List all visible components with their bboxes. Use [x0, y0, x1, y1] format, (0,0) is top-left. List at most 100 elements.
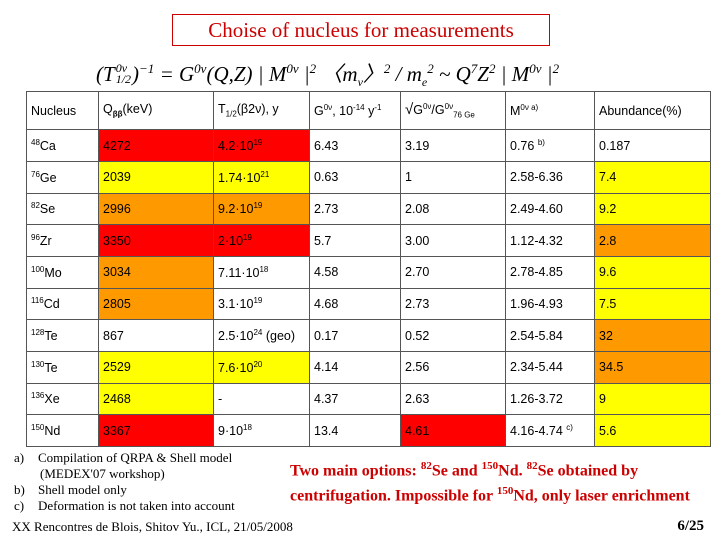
cell-q: 2039	[98, 160, 214, 194]
page-number: 6/25	[677, 518, 704, 534]
table-row: 116Cd 2805 3.1·1019 4.68 2.73 1.96-4.93 7.5	[26, 287, 711, 321]
cell-halflife: 4.2·1019	[213, 129, 310, 162]
footnotes: a) Compilation of QRPA & Shell model (MEDE…	[14, 450, 235, 514]
cell-nucleus: 100Mo	[26, 255, 99, 289]
cell-halflife: 9·1018	[213, 414, 310, 447]
table-row: 82Se 2996 9.2·1019 2.73 2.08 2.49-4.60 9.2	[26, 192, 711, 226]
cell-g: 2.73	[309, 192, 401, 226]
cell-m: 2.78-4.85	[505, 255, 595, 289]
cell-halflife: 7.6·1020	[213, 350, 310, 384]
table-row: 130Te 2529 7.6·1020 4.14 2.56 2.34-5.44 34.5	[26, 350, 711, 384]
cell-ratio: 4.61	[400, 414, 506, 447]
cell-abundance: 5.6	[594, 414, 711, 447]
cell-q: 2468	[98, 382, 214, 416]
cell-nucleus: 116Cd	[26, 287, 99, 321]
cell-abundance: 34.5	[594, 350, 711, 384]
nucleus-table: Nucleus Qββ(keV) T1/2(β2ν), y G0ν, 10-14…	[26, 90, 711, 447]
cell-m: 1.96-4.93	[505, 287, 595, 321]
table-row: 96Zr 3350 2·1019 5.7 3.00 1.12-4.32 2.8	[26, 224, 711, 257]
cell-ratio: 0.52	[400, 319, 506, 352]
footnote-label	[14, 466, 38, 482]
cell-ratio: 2.08	[400, 192, 506, 226]
footnote-text: Deformation is not taken into account	[38, 498, 235, 513]
slide-title: Choise of nucleus for measurements	[172, 14, 550, 46]
cell-ratio: 2.56	[400, 350, 506, 384]
cell-ratio: 2.63	[400, 382, 506, 416]
cell-m: 1.26-3.72	[505, 382, 595, 416]
cell-abundance: 7.4	[594, 160, 711, 194]
header-q: Qββ(keV)	[98, 90, 214, 131]
cell-q: 867	[98, 319, 214, 352]
cell-ratio: 3.19	[400, 129, 506, 162]
footnote: a) Compilation of QRPA & Shell model	[14, 450, 235, 466]
cell-abundance: 7.5	[594, 287, 711, 321]
table-row: 100Mo 3034 7.11·1018 4.58 2.70 2.78-4.85 9.6	[26, 255, 711, 289]
cell-q: 3367	[98, 414, 214, 447]
cell-ratio: 2.73	[400, 287, 506, 321]
footnote-label: a)	[14, 450, 25, 465]
cell-nucleus: 128Te	[26, 319, 99, 352]
cell-q: 3350	[98, 224, 214, 257]
table-row: 150Nd 3367 9·1018 13.4 4.61 4.16-4.74 c) 5.6	[26, 414, 711, 447]
footer-citation: XX Rencontres de Blois, Shitov Yu., ICL,…	[12, 519, 293, 534]
cell-ratio: 2.70	[400, 255, 506, 289]
footnote-label: c)	[14, 498, 25, 513]
header-t: T1/2(β2ν), y	[213, 90, 310, 131]
cell-halflife: 3.1·1019	[213, 287, 310, 321]
footnote-text: (MEDEX'07 workshop)	[40, 466, 165, 481]
options-text: Two main options: 82Se and 150Nd. 82Se o…	[290, 460, 690, 505]
header-ratio: √G0ν/G0ν76 Ge	[400, 90, 506, 131]
cell-m: 2.49-4.60	[505, 192, 595, 226]
footnote-text: Shell model only	[38, 482, 127, 497]
cell-m: 4.16-4.74 c)	[505, 414, 595, 447]
table-row: 128Te 867 2.5·1024 (geo) 0.17 0.52 2.54-5.84 3…	[26, 319, 711, 352]
cell-m: 2.54-5.84	[505, 319, 595, 352]
cell-g: 4.68	[309, 287, 401, 321]
cell-nucleus: 150Nd	[26, 414, 99, 447]
cell-ratio: 3.00	[400, 224, 506, 257]
cell-nucleus: 96Zr	[26, 224, 99, 257]
cell-g: 4.58	[309, 255, 401, 289]
cell-q: 3034	[98, 255, 214, 289]
cell-halflife: -	[213, 382, 310, 416]
cell-q: 2996	[98, 192, 214, 226]
cell-abundance: 9.6	[594, 255, 711, 289]
cell-g: 4.14	[309, 350, 401, 384]
cell-g: 0.17	[309, 319, 401, 352]
footnote-label: b)	[14, 482, 25, 497]
cell-m: 1.12-4.32	[505, 224, 595, 257]
cell-g: 13.4	[309, 414, 401, 447]
cell-m: 2.34-5.44	[505, 350, 595, 384]
cell-halflife: 2·1019	[213, 224, 310, 257]
cell-nucleus: 76Ge	[26, 160, 99, 194]
cell-nucleus: 48Ca	[26, 129, 99, 162]
table-row: 48Ca 4272 4.2·1019 6.43 3.19 0.76 b) 0.187	[26, 129, 711, 162]
cell-m: 0.76 b)	[505, 129, 595, 162]
cell-nucleus: 136Xe	[26, 382, 99, 416]
header-abundance: Abundance(%)	[594, 90, 711, 131]
cell-abundance: 9.2	[594, 192, 711, 226]
cell-nucleus: 82Se	[26, 192, 99, 226]
cell-halflife: 2.5·1024 (geo)	[213, 319, 310, 352]
cell-abundance: 32	[594, 319, 711, 352]
footnote: b) Shell model only	[14, 482, 235, 498]
cell-abundance: 9	[594, 382, 711, 416]
cell-g: 0.63	[309, 160, 401, 194]
footnote: (MEDEX'07 workshop)	[14, 466, 235, 482]
footnote-text: Compilation of QRPA & Shell model	[38, 450, 233, 465]
cell-q: 4272	[98, 129, 214, 162]
cell-ratio: 1	[400, 160, 506, 194]
header-nucleus: Nucleus	[26, 90, 99, 131]
header-row: Nucleus Qββ(keV) T1/2(β2ν), y G0ν, 10-14…	[26, 90, 711, 131]
header-g: G0ν, 10-14 y-1	[309, 90, 401, 131]
header-m: M0ν a)	[505, 90, 595, 131]
cell-halflife: 9.2·1019	[213, 192, 310, 226]
cell-abundance: 0.187	[594, 129, 711, 162]
cell-nucleus: 130Te	[26, 350, 99, 384]
table-row: 136Xe 2468-4.37 2.63 1.26-3.72 9	[26, 382, 711, 416]
cell-halflife: 7.11·1018	[213, 255, 310, 289]
cell-g: 6.43	[309, 129, 401, 162]
table-row: 76Ge 2039 1.74·1021 0.63 1 2.58-6.36 7.4	[26, 160, 711, 194]
cell-g: 5.7	[309, 224, 401, 257]
footnote: c) Deformation is not taken into account	[14, 498, 235, 514]
